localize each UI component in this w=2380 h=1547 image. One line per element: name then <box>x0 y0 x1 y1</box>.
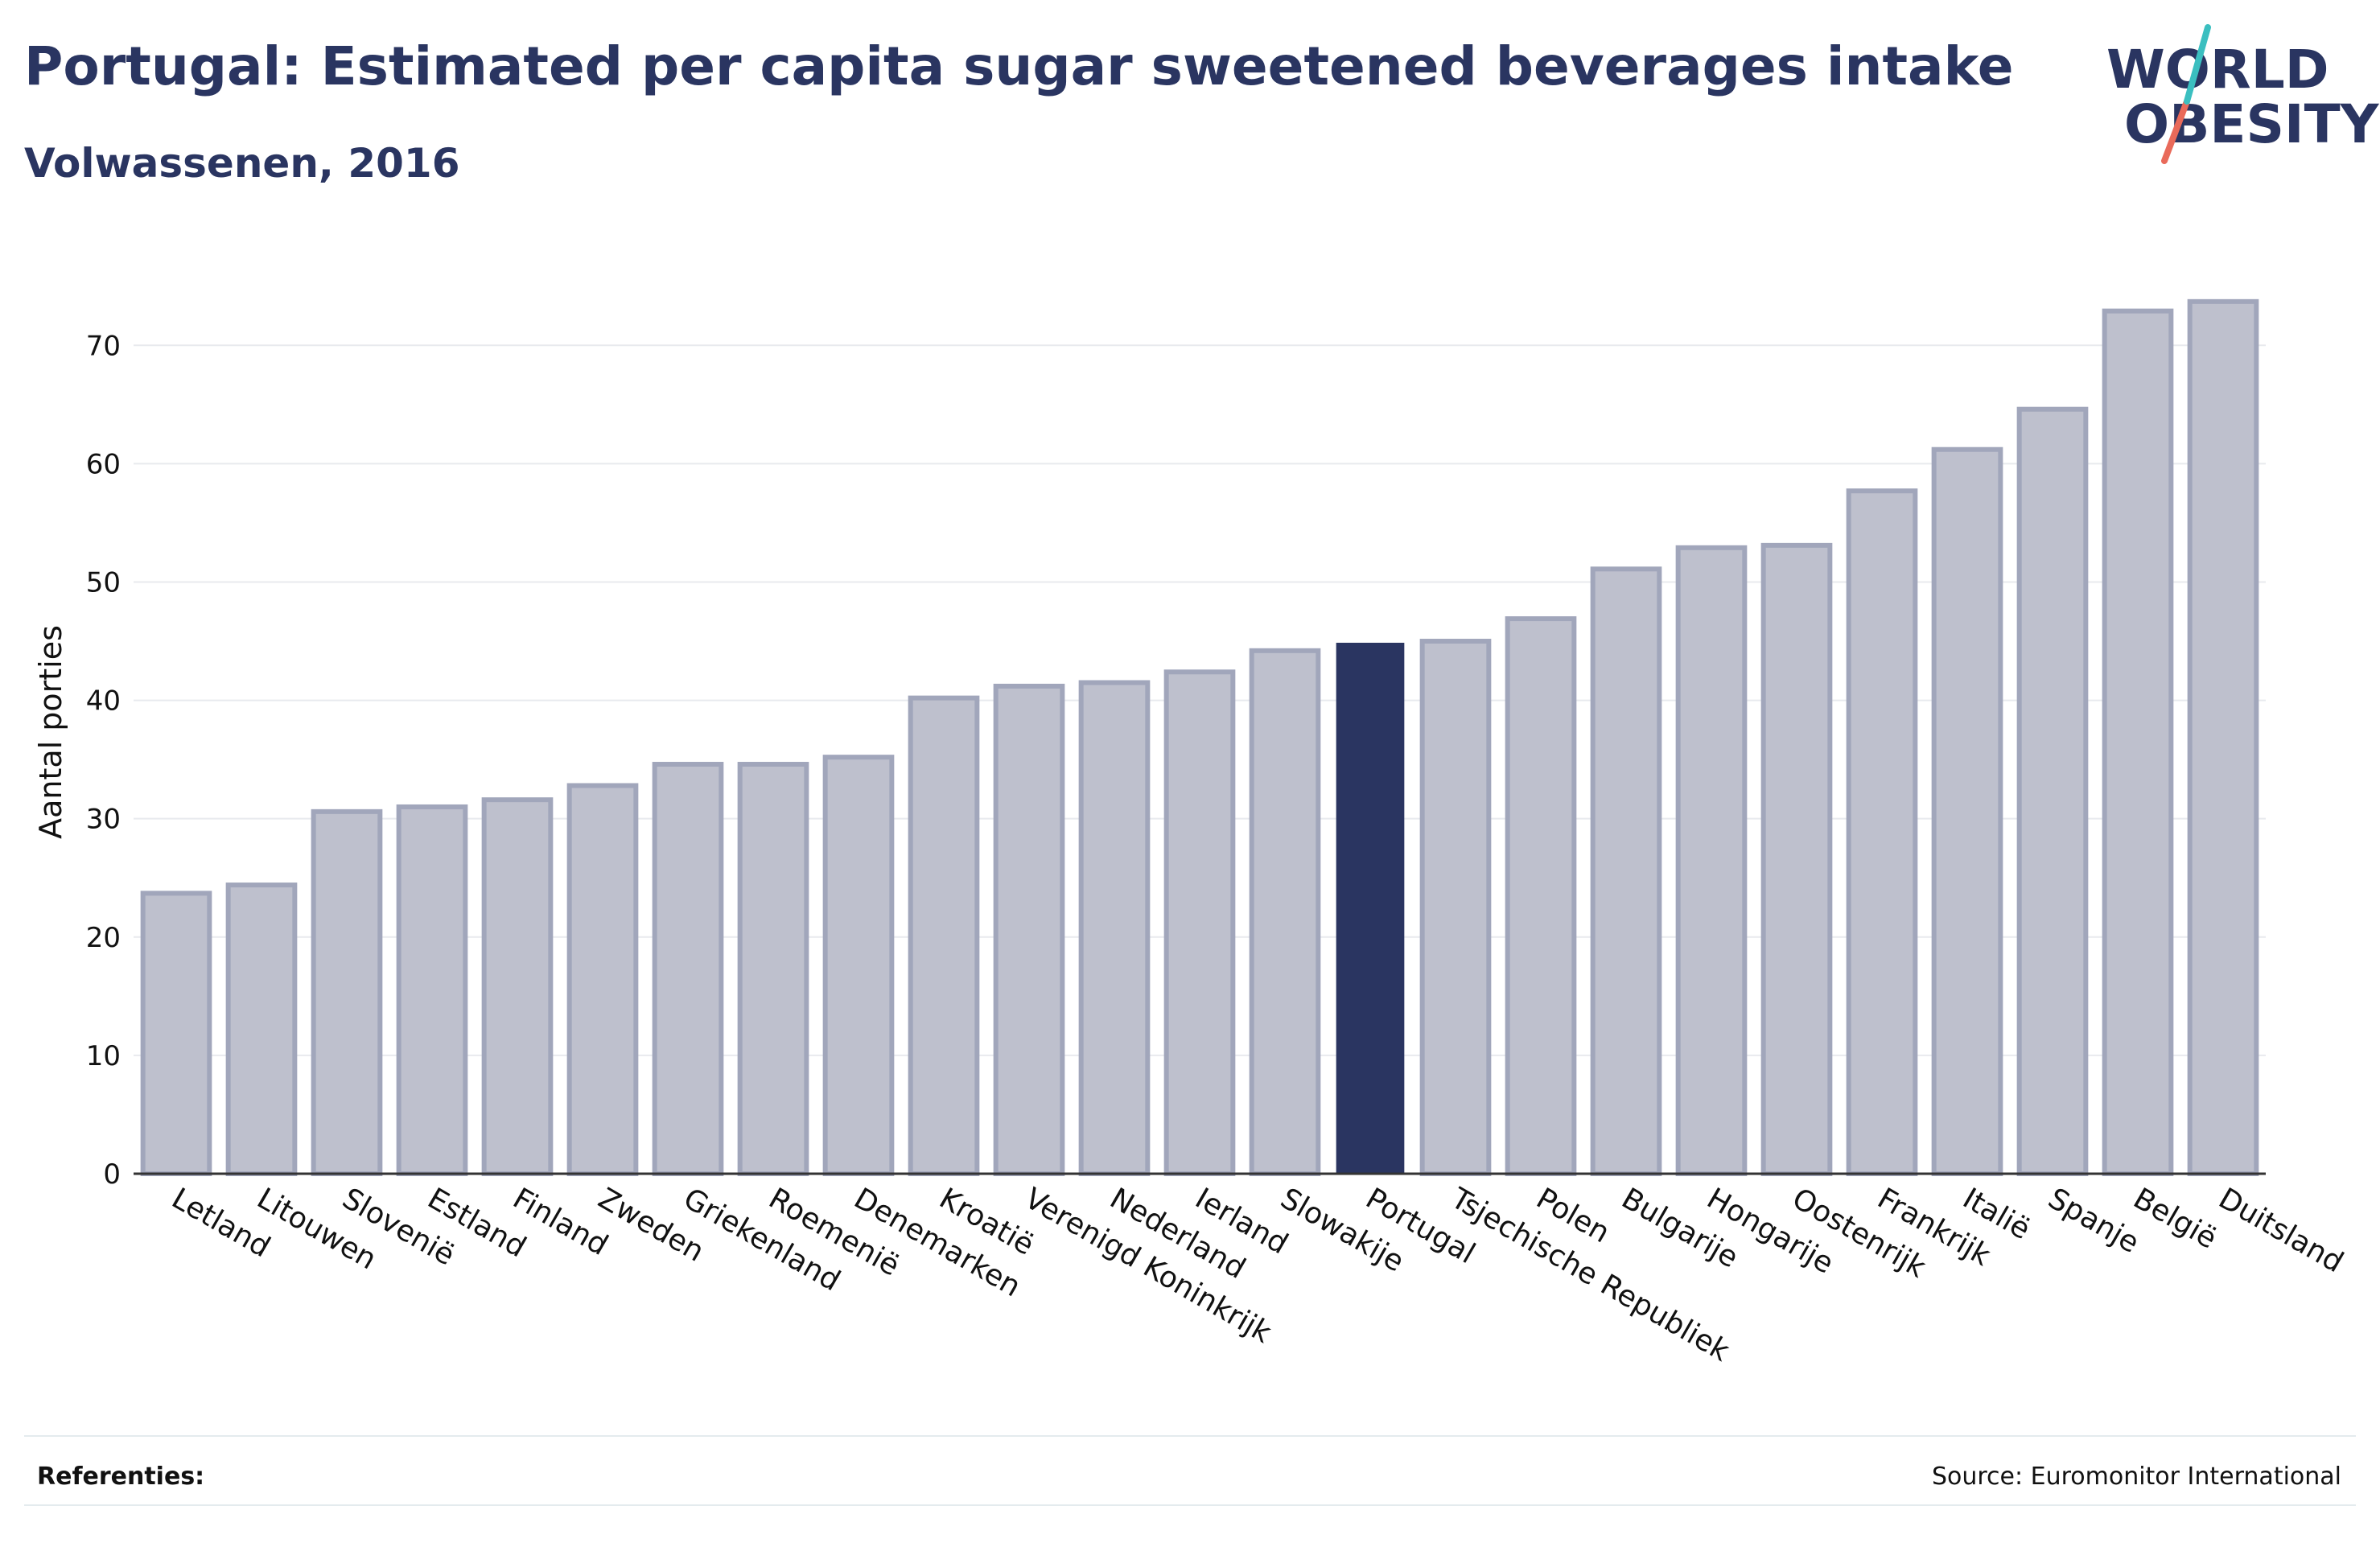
bar <box>225 883 298 1176</box>
bar <box>652 762 724 1177</box>
y-tick-label: 0 <box>103 1158 121 1191</box>
y-tick-label: 60 <box>86 448 121 480</box>
bar <box>1336 642 1405 1175</box>
bar <box>1419 639 1492 1176</box>
y-tick-label: 20 <box>86 922 121 954</box>
x-tick-label: Finland <box>508 1182 614 1262</box>
footer-divider-bottom <box>24 1504 2356 1506</box>
chart-title: Portugal: Estimated per capita sugar swe… <box>24 35 2014 97</box>
bar <box>1163 669 1236 1176</box>
y-tick-label: 10 <box>86 1040 121 1072</box>
y-tick-label: 70 <box>86 330 121 362</box>
y-tick-label: 40 <box>86 685 121 718</box>
bar <box>1675 545 1748 1176</box>
x-tick-label: België <box>2128 1182 2222 1255</box>
bar <box>908 695 980 1176</box>
footer-divider-top <box>24 1435 2356 1437</box>
bar <box>2187 298 2259 1176</box>
references-label: Referenties: <box>37 1463 205 1491</box>
logo-word-obesity: OBESITY <box>2124 93 2379 155</box>
bar <box>1078 680 1151 1176</box>
x-tick-label: Letland <box>167 1182 276 1264</box>
bar <box>1760 542 1833 1176</box>
bar <box>2102 308 2174 1176</box>
bar <box>1249 648 1321 1176</box>
bar <box>396 804 468 1176</box>
source-note: Source: Euromonitor International <box>1931 1463 2341 1491</box>
logo-slash-icon <box>2161 24 2211 164</box>
bar <box>481 797 554 1176</box>
bar <box>1931 446 2003 1176</box>
bar <box>1846 488 1918 1176</box>
y-axis-label: Aantal porties <box>33 625 68 839</box>
bar <box>993 683 1065 1176</box>
x-tick-label: Spanje <box>2043 1182 2145 1260</box>
y-tick-label: 50 <box>86 566 121 599</box>
bar <box>140 891 212 1176</box>
bar <box>1505 616 1577 1176</box>
bar <box>1590 566 1662 1176</box>
bar <box>311 808 383 1177</box>
world-obesity-logo: WORLD OBESITY <box>2100 24 2378 169</box>
chart-subtitle: Volwassenen, 2016 <box>24 140 460 187</box>
bar <box>566 783 639 1176</box>
bar <box>737 762 809 1177</box>
bar <box>822 755 895 1176</box>
logo-word-world: WORLD <box>2106 39 2329 101</box>
bar <box>2016 406 2089 1176</box>
x-tick-label: Duitsland <box>2213 1182 2349 1279</box>
y-tick-label: 30 <box>86 804 121 836</box>
